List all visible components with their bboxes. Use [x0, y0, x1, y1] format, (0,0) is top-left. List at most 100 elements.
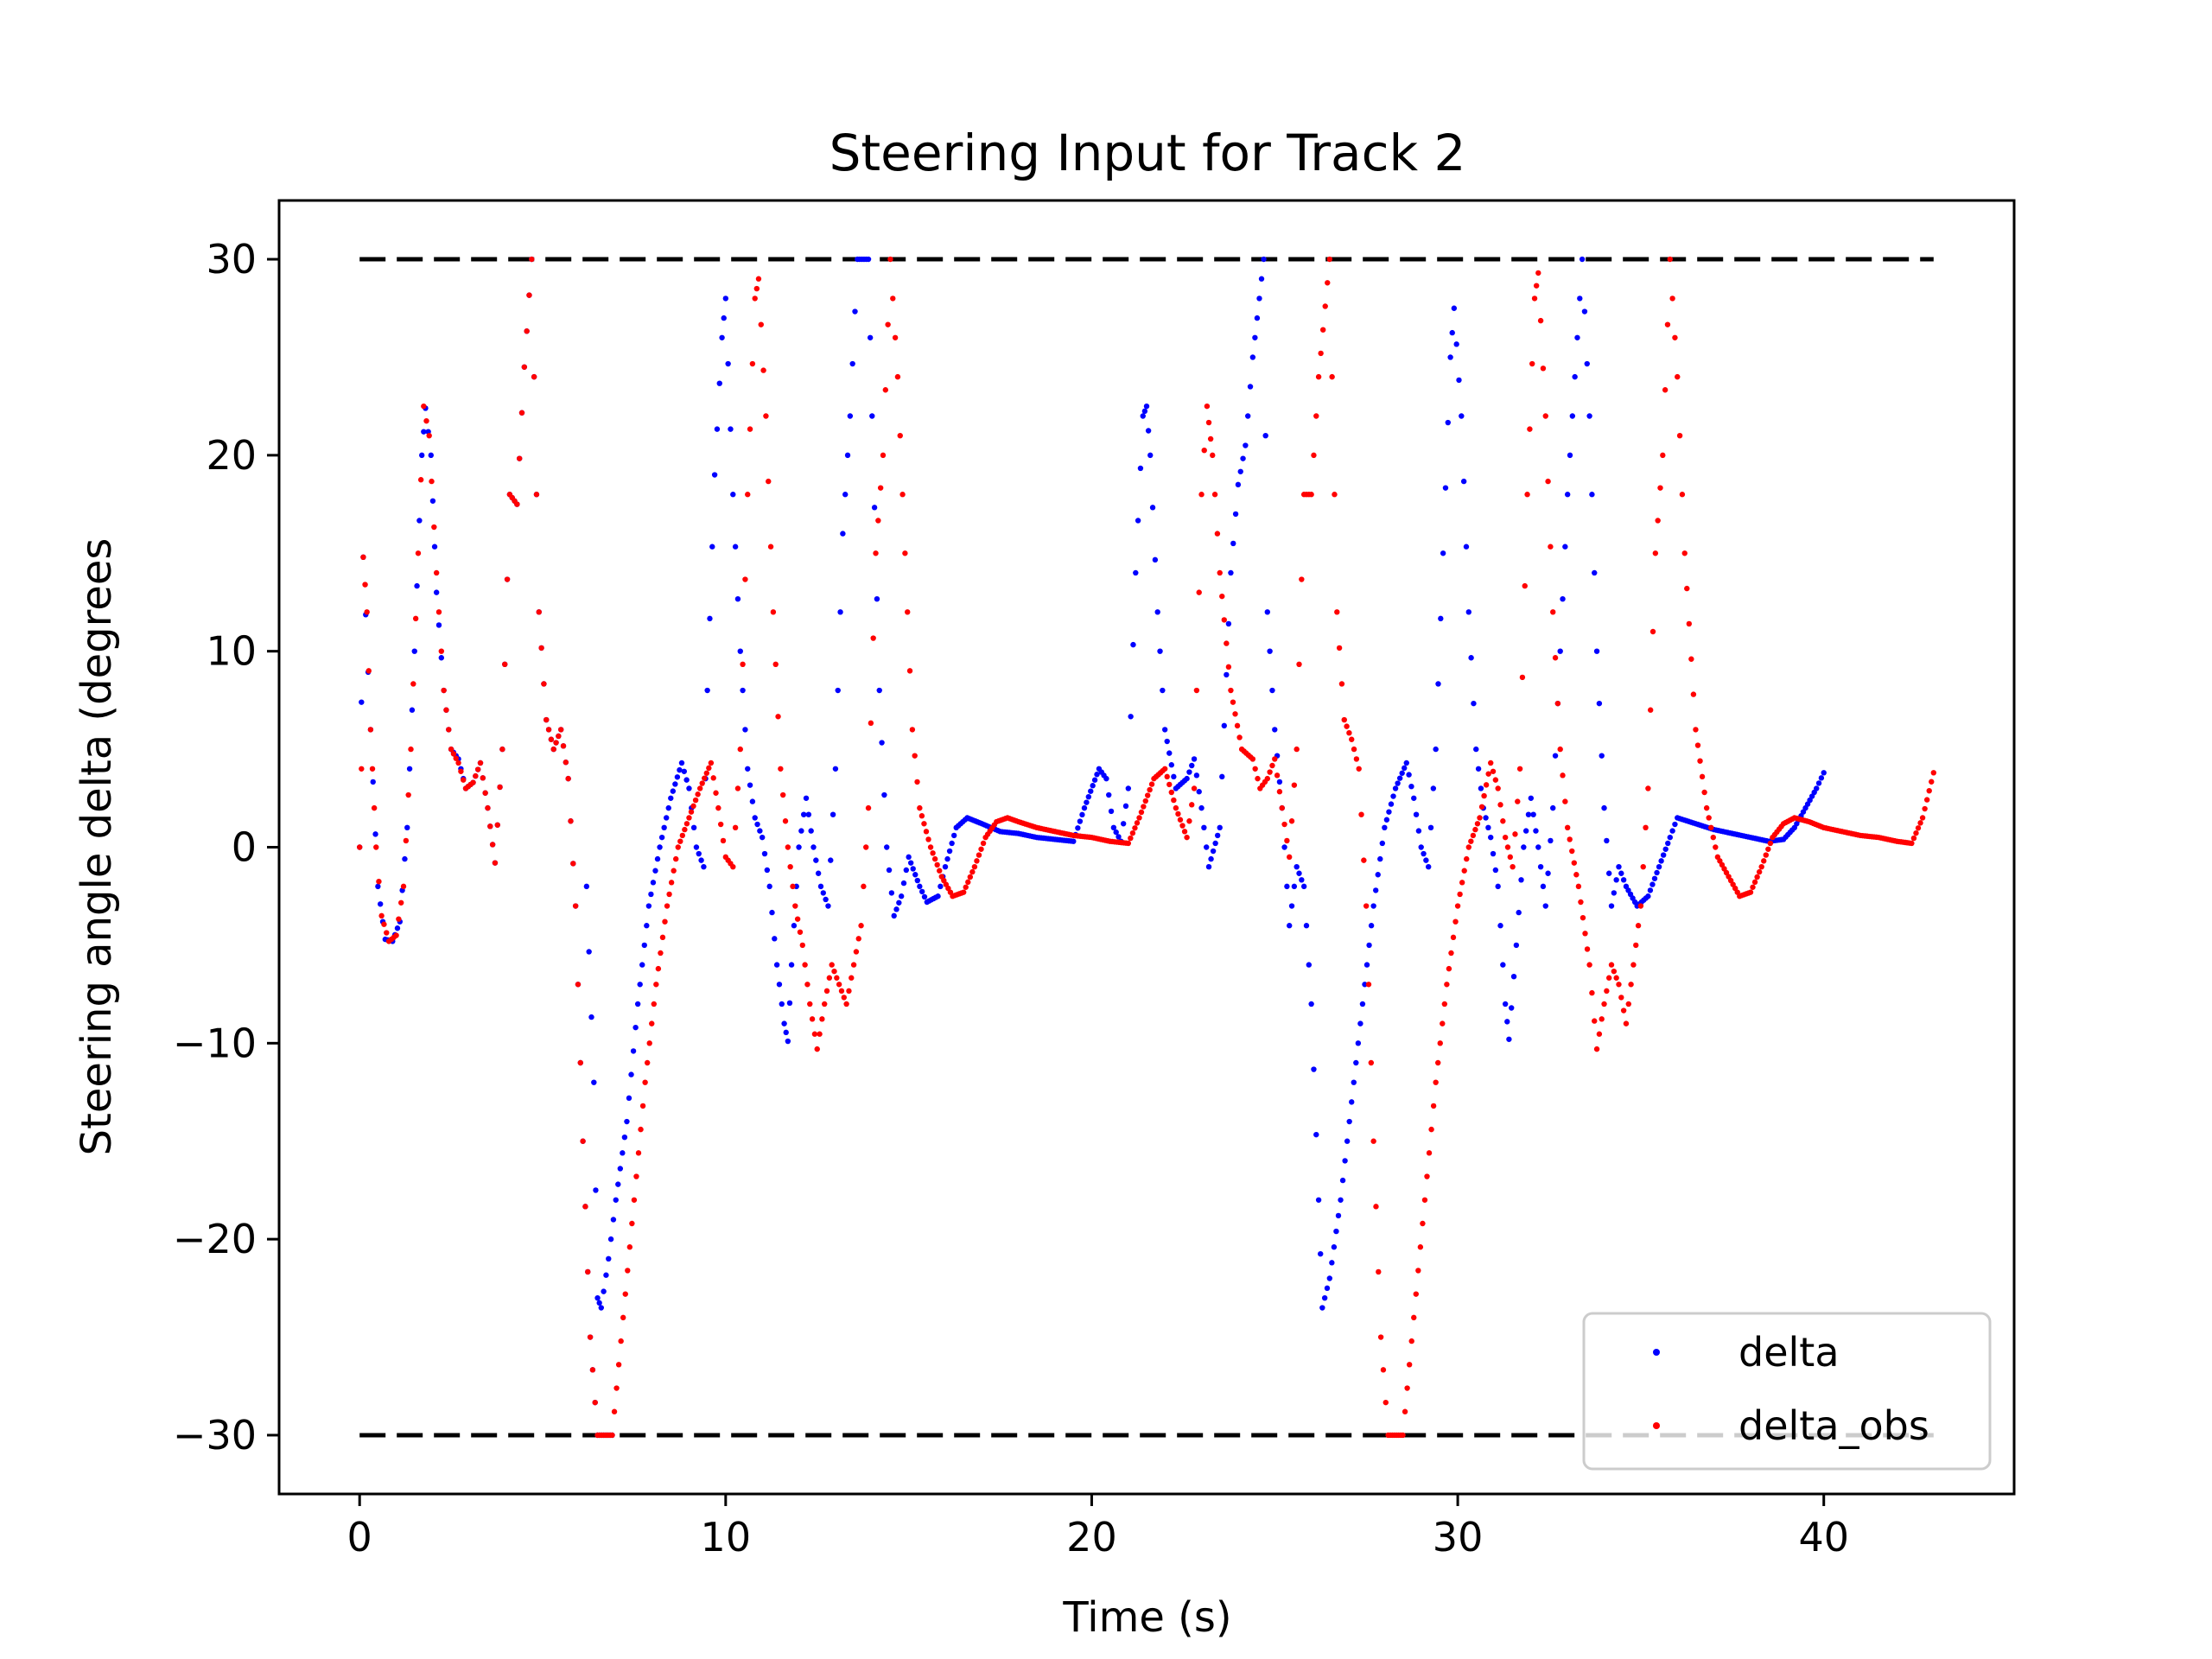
data-point — [938, 883, 944, 890]
data-point — [633, 1173, 639, 1179]
data-point — [1613, 877, 1619, 883]
data-point — [1147, 452, 1154, 459]
data-point — [651, 1001, 657, 1007]
data-point — [1633, 942, 1639, 949]
data-point — [1492, 867, 1499, 874]
data-point — [610, 1217, 617, 1223]
data-point — [737, 648, 743, 654]
data-point — [759, 834, 766, 841]
data-point — [637, 982, 643, 988]
data-point — [1605, 870, 1612, 876]
data-point — [918, 888, 925, 895]
data-point — [1140, 413, 1146, 419]
data-point — [1236, 734, 1243, 741]
data-point — [844, 452, 851, 459]
data-point — [1761, 858, 1767, 864]
data-point — [717, 821, 724, 828]
data-point — [1402, 765, 1408, 772]
data-point — [873, 550, 879, 556]
data-point — [1164, 738, 1170, 745]
data-point — [1358, 811, 1364, 817]
data-point — [1510, 974, 1517, 980]
x-tick-label: 40 — [1798, 1514, 1849, 1560]
y-tick-label: −10 — [173, 1020, 257, 1066]
data-point — [1651, 875, 1658, 881]
data-point — [837, 609, 843, 615]
data-point — [632, 1024, 639, 1031]
data-point — [801, 811, 807, 817]
data-point — [1368, 1059, 1375, 1066]
data-point — [419, 452, 425, 459]
data-point — [545, 727, 552, 733]
data-point — [1509, 1005, 1515, 1011]
data-point — [1433, 1079, 1439, 1085]
data-point — [652, 868, 658, 874]
data-point — [1171, 797, 1177, 804]
data-point — [1177, 817, 1184, 823]
data-point — [912, 753, 918, 759]
data-point — [1601, 804, 1607, 811]
data-point — [808, 828, 814, 834]
data-point — [1524, 492, 1530, 498]
data-point — [1249, 354, 1256, 360]
data-point — [1442, 485, 1449, 491]
data-point — [1910, 835, 1917, 842]
data-point — [1324, 1285, 1331, 1292]
data-point — [853, 949, 860, 955]
data-point — [373, 844, 379, 850]
data-point — [1500, 818, 1506, 824]
data-point — [1575, 883, 1582, 890]
data-point — [1456, 377, 1462, 384]
data-point — [408, 746, 414, 753]
data-point — [593, 1187, 599, 1193]
data-point — [1527, 426, 1533, 432]
data-point — [1166, 781, 1173, 788]
data-point — [1630, 962, 1637, 968]
data-point — [1656, 863, 1662, 870]
data-point — [867, 334, 874, 340]
data-point — [1821, 770, 1827, 776]
data-point — [531, 373, 537, 380]
data-point — [720, 837, 727, 844]
data-point — [891, 912, 897, 919]
data-point — [591, 1079, 597, 1085]
data-point — [1137, 465, 1144, 472]
data-point — [927, 844, 934, 850]
data-point — [1135, 518, 1141, 524]
data-point — [577, 1059, 583, 1066]
data-point — [1658, 858, 1664, 864]
data-point — [1196, 589, 1202, 595]
data-point — [692, 797, 699, 804]
data-point — [1545, 870, 1551, 876]
data-point — [876, 687, 882, 694]
data-point — [521, 364, 528, 370]
data-point — [1071, 838, 1077, 844]
data-point — [1502, 834, 1509, 841]
data-point — [536, 609, 542, 615]
data-point — [787, 863, 793, 870]
data-point — [1701, 789, 1707, 796]
data-point — [1533, 828, 1539, 834]
data-point — [378, 901, 384, 907]
data-point — [1130, 641, 1136, 648]
data-point — [1219, 593, 1225, 600]
data-point — [971, 863, 978, 870]
data-point — [406, 766, 413, 772]
data-point — [416, 518, 423, 524]
data-point — [1560, 772, 1566, 779]
data-point — [455, 760, 461, 766]
data-point — [1085, 793, 1092, 800]
data-point — [752, 815, 758, 821]
data-point — [1243, 442, 1249, 448]
data-point — [1201, 824, 1207, 831]
data-point — [1665, 840, 1671, 847]
data-point — [1232, 711, 1238, 717]
data-point — [1228, 687, 1234, 694]
data-point — [461, 777, 467, 783]
data-point — [1586, 962, 1592, 968]
data-point — [671, 868, 677, 874]
data-point — [538, 645, 544, 652]
chart-title: Steering Input for Track 2 — [830, 124, 1466, 182]
data-point — [767, 543, 774, 550]
data-point — [1515, 798, 1521, 804]
